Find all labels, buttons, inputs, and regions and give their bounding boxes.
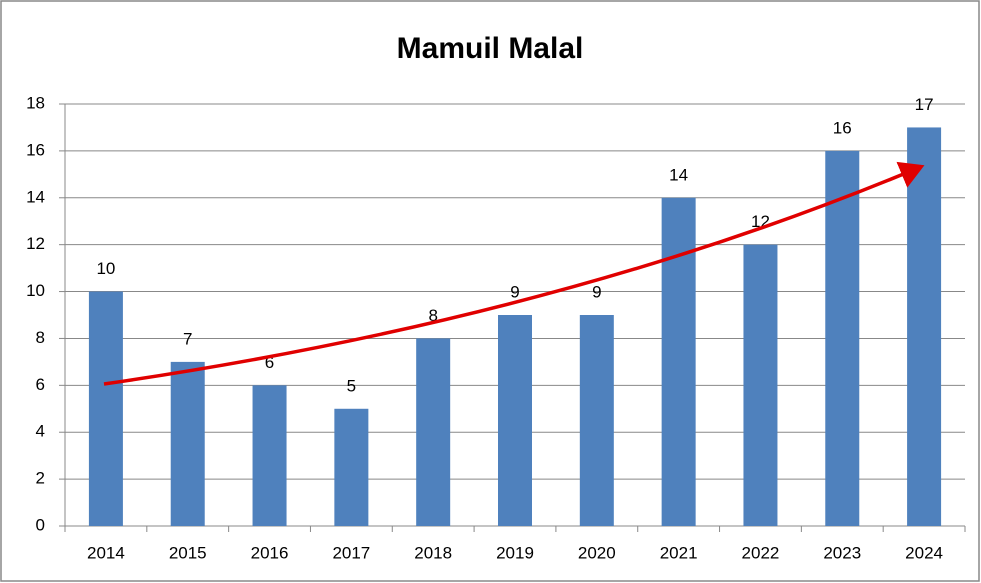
bar (743, 244, 778, 526)
x-tick-label: 2017 (332, 543, 370, 562)
y-tick-label: 4 (36, 422, 45, 441)
y-tick-label: 14 (26, 187, 45, 206)
bar (661, 197, 696, 526)
x-tick-label: 2023 (823, 543, 861, 562)
x-tick-label: 2014 (87, 543, 125, 562)
x-tick-label: 2022 (742, 543, 780, 562)
x-tick-label: 2015 (169, 543, 207, 562)
y-tick-label: 10 (26, 281, 45, 300)
data-label: 16 (833, 118, 852, 137)
data-label: 7 (183, 329, 192, 348)
data-label: 10 (96, 259, 115, 278)
bar (416, 338, 451, 526)
bar (334, 408, 369, 526)
bar (252, 385, 287, 526)
x-tick-label: 2020 (578, 543, 616, 562)
trend-arrow (103, 161, 925, 386)
bar (907, 127, 942, 526)
x-tick-label: 2016 (251, 543, 289, 562)
y-tick-label: 0 (36, 515, 45, 534)
plot-area: 0 2 4 6 8 10 12 14 16 18 2014 10 2015 7 2016 6 2017 5 2018… (26, 93, 966, 562)
data-label: 9 (510, 282, 519, 301)
y-tick-label: 2 (36, 469, 45, 488)
data-label: 6 (265, 353, 274, 372)
y-tick-label: 16 (26, 140, 45, 159)
y-tick-label: 6 (36, 375, 45, 394)
y-tick-label: 8 (36, 328, 45, 347)
bar (579, 315, 614, 526)
data-label: 5 (347, 376, 356, 395)
data-label: 14 (669, 165, 688, 184)
bar (498, 315, 532, 526)
data-label: 17 (915, 95, 934, 114)
data-label: 9 (592, 282, 601, 301)
x-tick-label: 2019 (496, 543, 534, 562)
y-tick-label: 12 (26, 234, 45, 253)
x-tick-label: 2021 (660, 543, 698, 562)
x-tick-label: 2018 (414, 543, 452, 562)
bar (88, 291, 123, 526)
bar (825, 150, 860, 526)
y-tick-label: 18 (26, 93, 45, 112)
chart-title: Mamuil Malal (397, 32, 584, 65)
bar (170, 361, 205, 526)
data-label: 8 (428, 306, 437, 325)
x-tick-label: 2024 (905, 543, 943, 562)
